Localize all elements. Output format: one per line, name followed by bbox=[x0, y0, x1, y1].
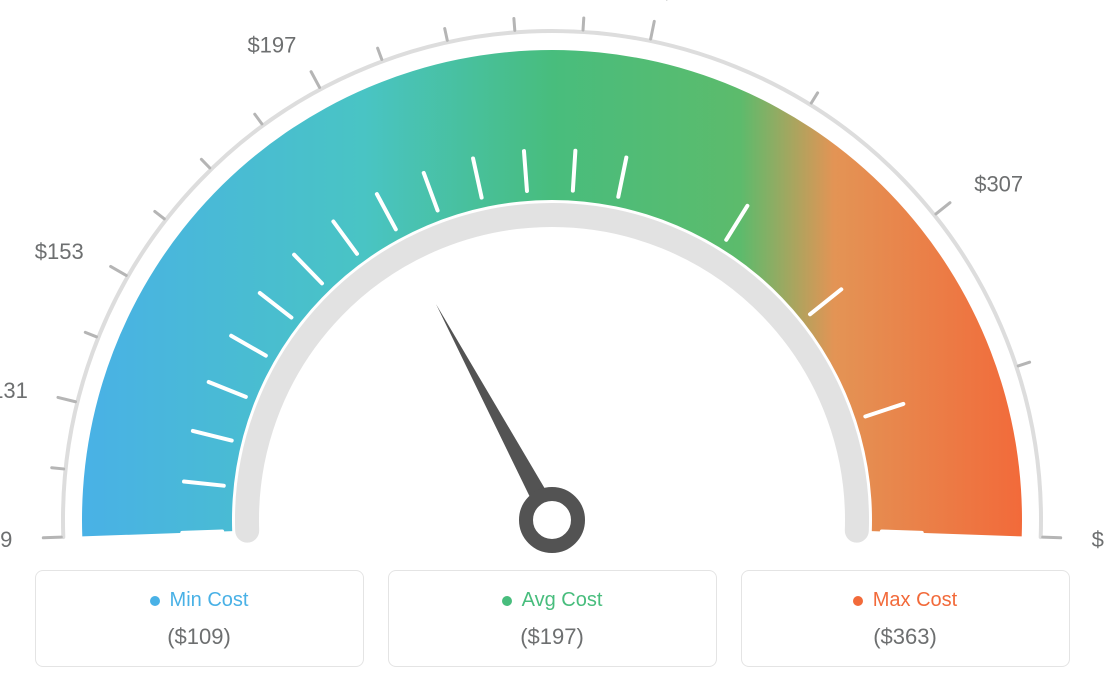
svg-text:$131: $131 bbox=[0, 378, 28, 403]
svg-text:$307: $307 bbox=[974, 171, 1023, 196]
legend-label-min: Min Cost bbox=[150, 589, 249, 612]
legend-label-avg: Avg Cost bbox=[502, 589, 603, 612]
svg-text:$252: $252 bbox=[660, 0, 709, 4]
legend-max-value: ($363) bbox=[873, 624, 937, 650]
legend-max-text: Max Cost bbox=[873, 589, 957, 612]
legend-card-avg: Avg Cost ($197) bbox=[388, 570, 717, 667]
legend-card-min: Min Cost ($109) bbox=[35, 570, 364, 667]
legend-row: Min Cost ($109) Avg Cost ($197) Max Cost… bbox=[35, 570, 1070, 667]
svg-text:$109: $109 bbox=[0, 527, 12, 552]
dot-icon bbox=[502, 596, 512, 606]
dot-icon bbox=[853, 596, 863, 606]
legend-avg-value: ($197) bbox=[520, 624, 584, 650]
legend-min-text: Min Cost bbox=[170, 589, 249, 612]
dot-icon bbox=[150, 596, 160, 606]
svg-text:$363: $363 bbox=[1092, 527, 1104, 552]
gauge-chart: $109 $131 $153 $197 $252 $307 $363 bbox=[0, 0, 1104, 560]
svg-text:$197: $197 bbox=[247, 32, 296, 57]
legend-card-max: Max Cost ($363) bbox=[741, 570, 1070, 667]
legend-label-max: Max Cost bbox=[853, 589, 957, 612]
svg-text:$153: $153 bbox=[35, 239, 84, 264]
legend-min-value: ($109) bbox=[167, 624, 231, 650]
legend-avg-text: Avg Cost bbox=[522, 589, 603, 612]
